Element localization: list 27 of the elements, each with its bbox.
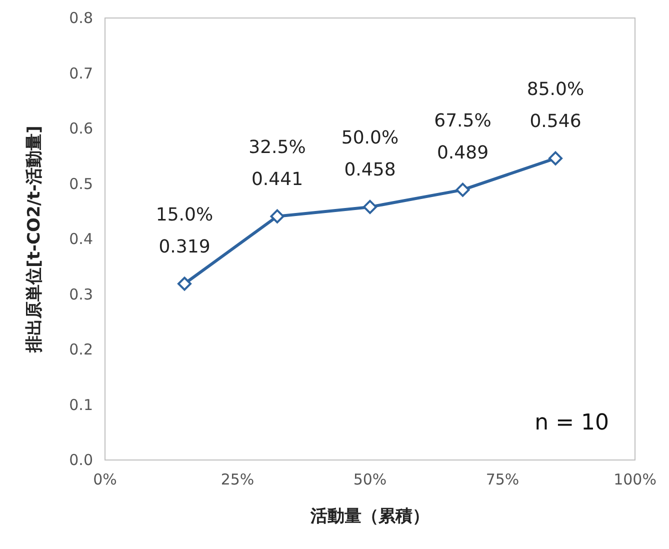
x-tick-label: 0% — [93, 470, 117, 488]
y-tick-label: 0.6 — [69, 120, 93, 138]
y-tick-label: 0.2 — [69, 340, 93, 358]
annotation: n = 10 — [534, 410, 609, 436]
data-label: 85.0% 0.546 — [526, 78, 584, 132]
x-tick-label: 50% — [353, 470, 387, 488]
data-label: 50.0% 0.458 — [341, 127, 399, 180]
y-tick-label: 0.3 — [69, 285, 93, 304]
y-tick-label: 0.8 — [69, 9, 93, 27]
data-label: 67.5% 0.489 — [434, 110, 492, 164]
point — [456, 182, 470, 197]
point — [548, 151, 562, 166]
y-tick-label: 0.0 — [69, 451, 93, 469]
y-tick-label: 0.1 — [69, 396, 93, 414]
y-tick-label: 0.7 — [69, 64, 93, 82]
data-label: 32.5% 0.441 — [248, 136, 306, 190]
x-tick-label: 100% — [614, 470, 656, 488]
x-axis-title: 活動量（累積） — [310, 506, 430, 526]
x-tick-label: 75% — [486, 470, 520, 488]
point — [178, 276, 192, 291]
point — [270, 209, 284, 224]
y-axis-title: 排出原単位[t-CO2/t-活動量] — [24, 126, 44, 354]
y-tick-label: 0.5 — [69, 174, 93, 193]
y-tick-label: 0.4 — [69, 230, 93, 248]
x-tick-label: 25% — [220, 470, 254, 488]
data-label: 15.0% 0.319 — [156, 204, 214, 258]
point — [363, 200, 377, 214]
